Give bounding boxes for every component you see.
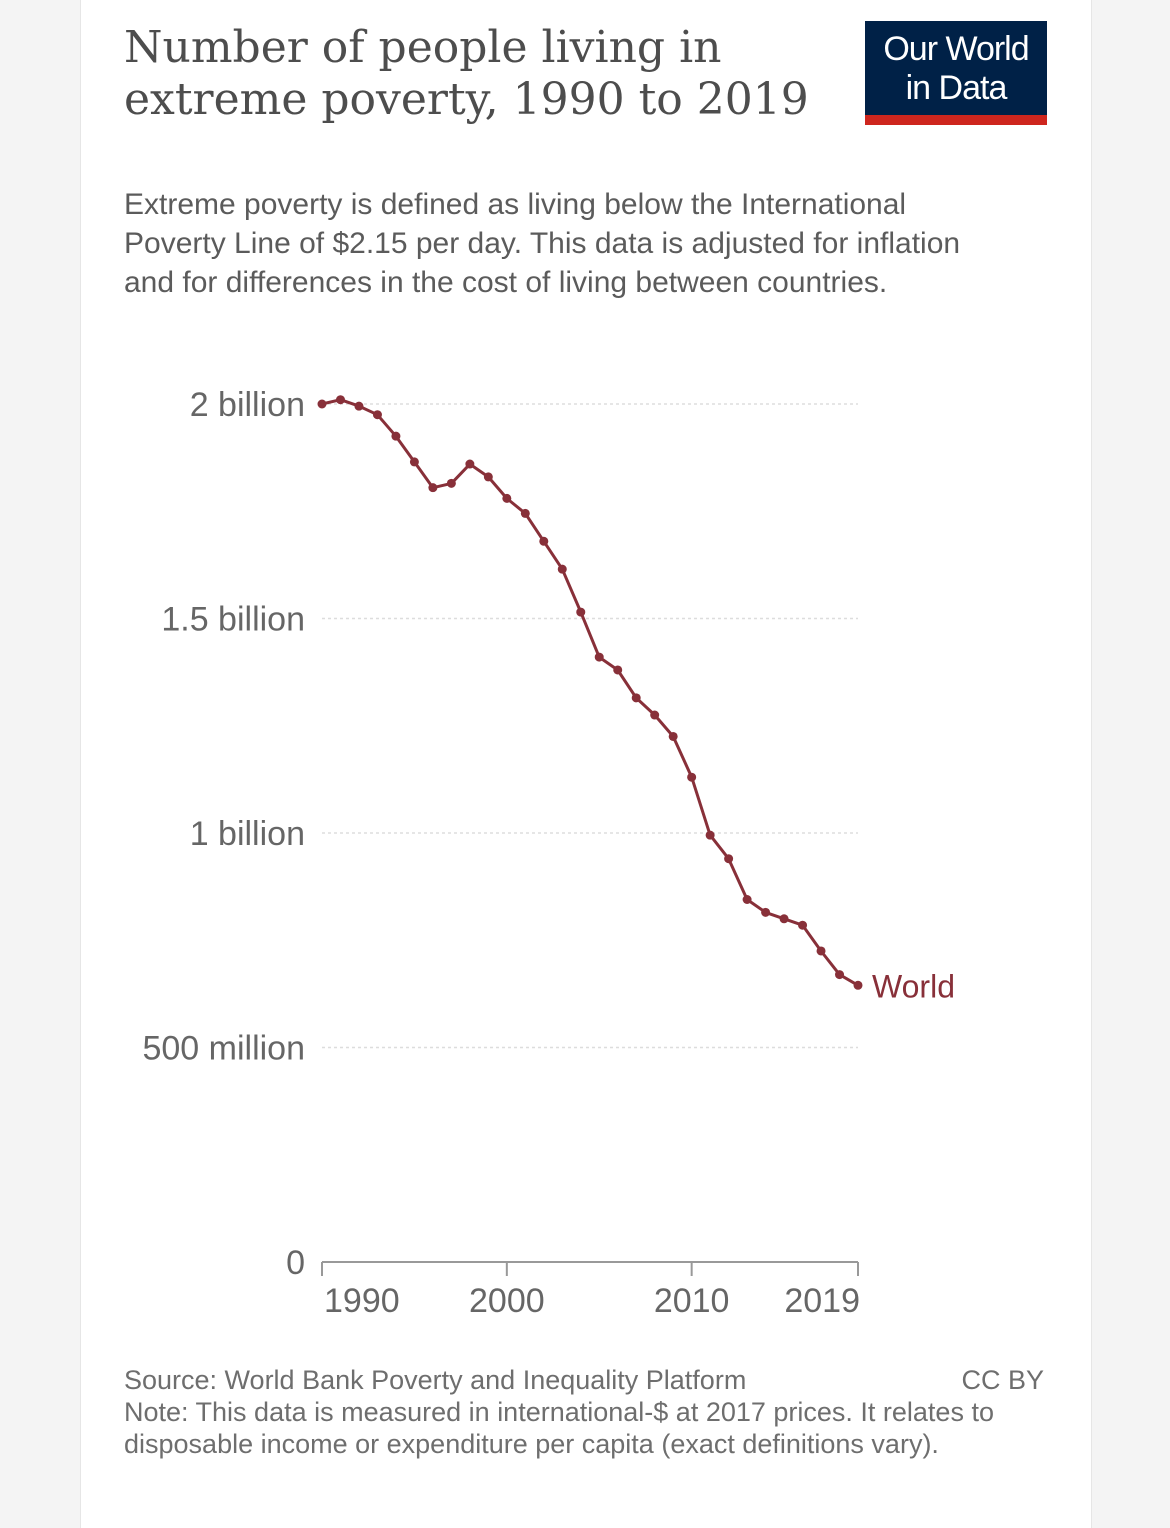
data-point xyxy=(724,854,734,864)
series-label: World xyxy=(872,968,955,1004)
data-point xyxy=(502,493,512,503)
series-line-world xyxy=(320,398,860,987)
data-point xyxy=(317,399,327,409)
y-tick-label: 1.5 billion xyxy=(161,601,305,639)
data-point xyxy=(835,970,845,980)
data-point xyxy=(409,457,419,467)
data-point xyxy=(816,946,826,956)
x-tick-label: 2019 xyxy=(784,1282,860,1320)
data-point xyxy=(594,652,604,662)
y-tick-label: 1 billion xyxy=(190,815,305,853)
data-point xyxy=(428,483,438,493)
data-point xyxy=(761,907,771,917)
data-point xyxy=(705,830,715,840)
note-text: Note: This data is measured in internati… xyxy=(124,1397,994,1459)
x-tick-label: 2010 xyxy=(654,1282,730,1320)
logo-line-2: in Data xyxy=(905,69,1008,107)
y-tick-label: 2 billion xyxy=(190,386,305,424)
data-point xyxy=(576,607,586,617)
data-point xyxy=(335,395,345,405)
source-text: Source: World Bank Poverty and Inequalit… xyxy=(124,1365,747,1395)
data-point xyxy=(613,665,623,675)
x-tick-label: 1990 xyxy=(324,1282,400,1320)
data-point xyxy=(446,478,456,488)
data-point xyxy=(354,401,364,411)
data-point xyxy=(779,914,789,924)
data-point xyxy=(372,410,382,420)
data-point xyxy=(539,536,549,546)
data-point xyxy=(650,710,660,720)
data-point xyxy=(465,459,475,469)
data-point xyxy=(798,920,808,930)
chart-footer: Source: World Bank Poverty and Inequalit… xyxy=(124,1364,1044,1460)
license-text: CC BY xyxy=(961,1365,1044,1395)
data-point xyxy=(668,731,678,741)
x-tick-label: 2000 xyxy=(469,1282,545,1320)
data-point xyxy=(391,431,401,441)
y-tick-label: 500 million xyxy=(142,1030,305,1068)
data-point xyxy=(853,980,863,990)
data-point xyxy=(557,564,567,574)
data-point xyxy=(687,772,697,782)
line-chart: 0 500 million 1 billion 1.5 billion 2 billio… xyxy=(142,386,955,1320)
our-world-in-data-logo[interactable]: Our World in Data xyxy=(865,21,1047,125)
chart-subtitle: Extreme poverty is defined as living bel… xyxy=(124,188,961,299)
data-point xyxy=(742,894,752,904)
chart-card xyxy=(80,0,1092,1528)
logo-accent-bar xyxy=(865,115,1047,125)
data-point xyxy=(483,472,493,482)
data-point xyxy=(520,508,530,518)
y-tick-label: 0 xyxy=(286,1244,305,1282)
data-point xyxy=(631,693,641,703)
logo-line-1: Our World xyxy=(883,30,1029,68)
chart-title: Number of people living in extreme pover… xyxy=(124,22,809,125)
